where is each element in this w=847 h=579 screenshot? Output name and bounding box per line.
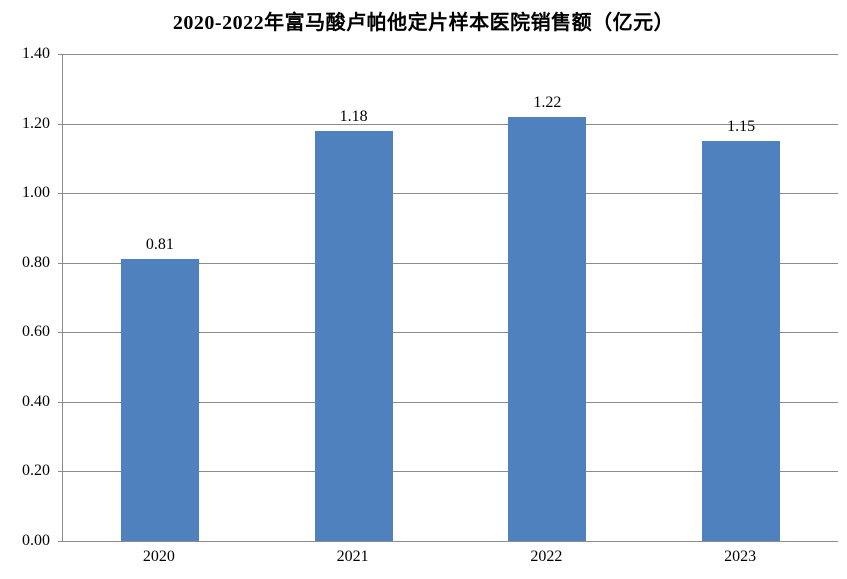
bar-value-label: 1.22 [533,93,562,111]
x-axis-tick-label: 2020 [142,548,175,565]
bar [702,140,781,541]
bar [120,259,199,541]
bar [508,116,587,541]
y-axis-tick-label: 0.80 [22,253,50,271]
y-axis-tick-label: 0.60 [22,323,50,341]
y-axis-tick-label: 0.00 [22,532,50,549]
x-axis-labels: 2020 2021 2022 2023 [62,548,837,572]
gridline [63,54,838,55]
x-axis-tick-label: 2023 [724,548,757,565]
chart-title: 2020-2022年富马酸卢帕他定片样本医院销售额（亿元） [172,12,675,34]
plot-area: 0.81 1.18 1.22 1.15 [58,54,838,542]
y-axis-tick [58,262,63,264]
y-axis-tick-label: 0.40 [22,392,50,410]
gridline [63,332,838,334]
bar-slot: 1.15 [644,54,838,541]
bar-slot: 1.18 [257,54,451,541]
bar [314,130,393,541]
x-axis-tick-label: 2021 [336,548,369,565]
y-axis-tick-label: 1.20 [22,114,50,132]
y-axis-tick-label: 1.00 [22,184,50,202]
bar-slot: 0.81 [63,54,257,541]
y-axis-tick [58,401,63,403]
bar-value-label: 1.18 [339,107,368,125]
y-axis-tick [58,123,63,125]
y-axis-tick-label: 0.20 [22,462,50,480]
gridline [63,193,838,195]
y-axis-labels: 0.00 0.20 0.40 0.60 0.80 1.00 1.20 1.40 [0,45,50,549]
gridline [63,471,838,473]
gridline [63,401,838,403]
gridline [63,123,838,125]
y-axis-tick-label: 1.40 [22,45,50,62]
bar-value-label: 0.81 [145,236,174,254]
bar-slot: 1.22 [451,54,645,541]
gridline [63,262,838,264]
x-axis-tick-label: 2022 [530,548,563,565]
y-axis-tick [58,193,63,195]
y-axis-tick [58,471,63,473]
y-axis-tick [58,332,63,334]
y-axis-tick [58,541,63,542]
y-axis-tick [58,54,63,55]
bar-value-label: 1.15 [727,117,756,135]
